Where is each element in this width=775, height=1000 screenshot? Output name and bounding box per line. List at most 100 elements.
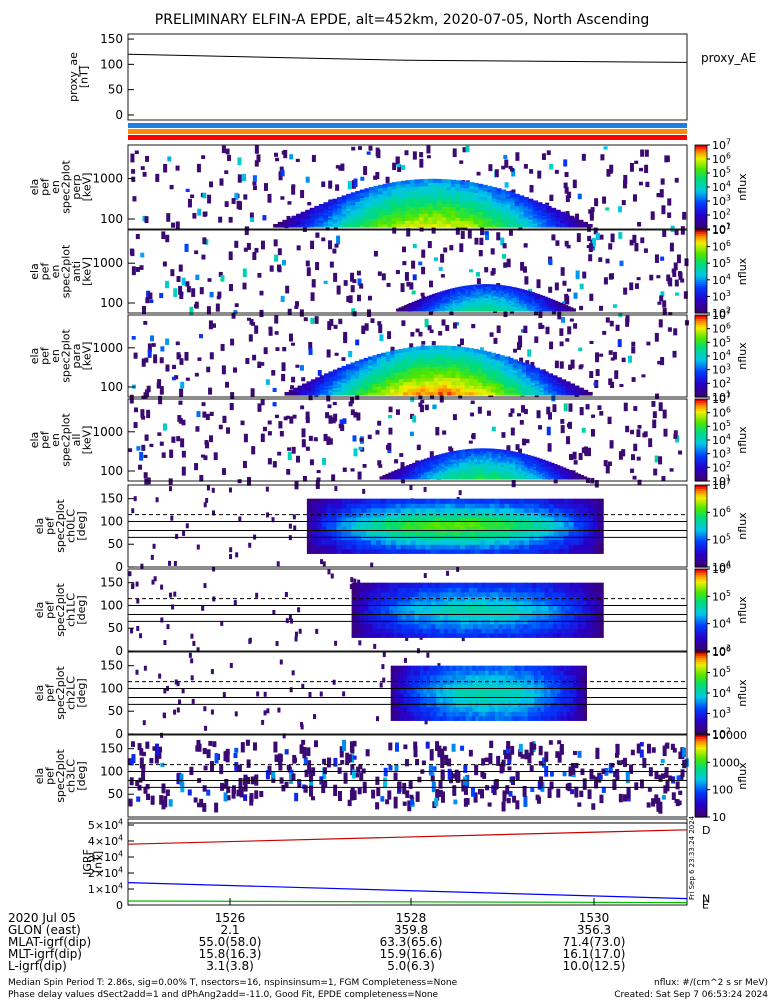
spectrum-cell — [523, 218, 529, 222]
spectrum-cell — [532, 209, 538, 213]
noise-cell — [565, 211, 570, 215]
spectrum-cell — [541, 213, 548, 217]
noise-cell — [519, 419, 524, 425]
spectrum-cell — [417, 475, 422, 477]
spectrum-cell — [573, 222, 579, 224]
spectrum-cell — [319, 378, 325, 381]
spectrum-cell — [442, 373, 448, 378]
spectrum-cell — [465, 309, 469, 312]
spectrum-cell — [396, 220, 402, 225]
spectrum-cell — [482, 454, 487, 458]
spectrum-cell — [447, 391, 453, 396]
spectrum-cell — [482, 463, 487, 467]
spectrum-cell — [455, 300, 459, 304]
noise-cell — [529, 184, 534, 193]
spectrum-cell — [482, 217, 488, 222]
spectrum-cell — [433, 359, 439, 364]
spectrum-cell — [539, 389, 545, 392]
spectrum-cell — [396, 184, 402, 189]
spectrum-cell — [394, 469, 398, 472]
spectrum-cell — [439, 291, 443, 294]
noise-cell — [342, 418, 347, 424]
spectrum-cell — [508, 384, 514, 388]
spectrum-cell — [396, 181, 402, 186]
colorbar-seg — [695, 374, 707, 378]
spectrum-cell — [519, 208, 525, 212]
noise-cell — [468, 269, 473, 273]
noise-cell — [155, 173, 160, 182]
spectrum-cell — [530, 459, 534, 462]
spectrum-cell — [541, 220, 548, 223]
spectrum-cell — [425, 363, 431, 368]
spectrum-cell — [346, 390, 352, 394]
noise-cell — [662, 307, 667, 315]
noise-cell — [289, 154, 294, 160]
spectrum-cell — [480, 457, 484, 460]
colorbar-tick-label: 106 — [712, 321, 731, 335]
noise-cell — [220, 275, 225, 282]
spectrum-cell — [483, 309, 487, 312]
spectrum-cell — [341, 206, 347, 210]
spectrum-cell — [560, 224, 566, 227]
noise-cell — [252, 252, 257, 261]
spectrum-cell — [509, 466, 514, 470]
spectrum-cell — [473, 378, 479, 383]
spectrum-cell — [524, 303, 528, 306]
spectrum-cell — [567, 306, 571, 308]
noise-cell — [325, 412, 330, 419]
spectrum-cell — [495, 377, 501, 381]
spectrum-cell — [515, 452, 520, 455]
spectrum-cell — [420, 474, 425, 477]
spectrum-cell — [510, 214, 516, 218]
noise-cell — [508, 412, 513, 417]
noise-cell — [139, 265, 144, 270]
spectrum-cell — [401, 306, 405, 308]
noise-cell — [632, 475, 637, 480]
spectrum-cell — [506, 454, 511, 458]
spectrum-cell — [300, 214, 306, 217]
spectrum-cell — [421, 299, 426, 302]
spectrum-cell — [400, 478, 404, 480]
spectrum-cell — [564, 214, 570, 217]
spectrum-cell — [464, 223, 470, 228]
noise-cell — [404, 150, 409, 156]
spectrum-cell — [549, 305, 553, 308]
noise-cell — [357, 471, 362, 480]
spectrum-cell — [508, 368, 514, 372]
spectrum-cell — [450, 453, 455, 456]
spectrum-cell — [512, 374, 518, 378]
spectrum-cell — [394, 369, 400, 373]
noise-cell — [471, 323, 476, 329]
spectrum-cell — [555, 222, 561, 224]
spectrum-cell — [346, 372, 352, 376]
spectrum-cell — [446, 206, 452, 211]
noise-cell — [185, 188, 190, 192]
spectrum-cell — [498, 299, 502, 303]
colorbar-seg — [695, 170, 707, 173]
spectrum-cell — [500, 464, 505, 467]
spectrum-cell — [455, 294, 459, 297]
spectrum-cell — [511, 293, 515, 297]
noise-cell — [429, 451, 434, 460]
spectrum-cell — [556, 377, 562, 380]
spectrum-cell — [385, 376, 391, 381]
spectrum-cell — [415, 466, 419, 469]
spectrum-cell — [534, 367, 540, 371]
spectrum-cell — [491, 457, 496, 461]
spectrum-cell — [493, 286, 497, 289]
spectrum-cell — [376, 377, 382, 381]
spectrum-cell — [527, 470, 531, 473]
spectrum-cell — [332, 382, 338, 385]
colorbar-seg — [695, 267, 707, 271]
spectrum-cell — [574, 388, 580, 391]
spectrum-cell — [464, 347, 470, 352]
colorbar-tick-label: 103 — [712, 194, 731, 208]
spectrum-cell — [528, 212, 534, 216]
noise-cell — [287, 308, 292, 316]
spectrum-cell — [337, 218, 343, 222]
spectrum-cell — [513, 305, 518, 309]
spectrum-cell — [527, 460, 531, 463]
spectrum-cell — [397, 469, 401, 471]
spectrum-cell — [332, 202, 338, 206]
spectrum-cell — [508, 389, 514, 393]
